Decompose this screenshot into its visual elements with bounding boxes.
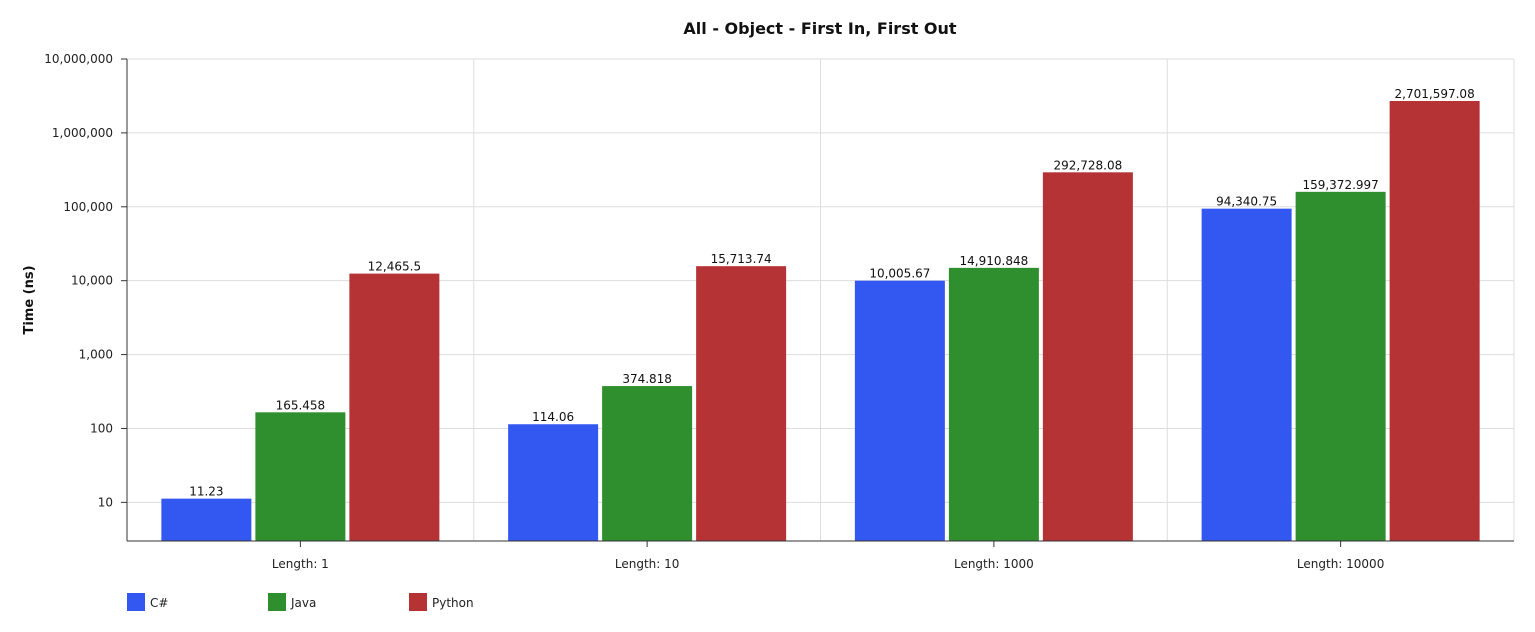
chart-title: All - Object - First In, First Out xyxy=(683,19,957,38)
bar xyxy=(161,498,252,541)
x-tick-label: Length: 10000 xyxy=(1297,557,1384,571)
data-label: 14,910.848 xyxy=(960,254,1029,268)
y-tick-label: 1,000,000 xyxy=(52,126,113,140)
data-label: 10,005.67 xyxy=(869,267,930,281)
y-tick-label: 100 xyxy=(90,421,113,435)
bar xyxy=(1042,172,1133,541)
tick-labels: 10 100 1,000 10,000 100,000 1,000,000 10,000,0… xyxy=(44,52,1384,571)
data-label: 114.06 xyxy=(532,410,574,424)
data-label: 94,340.75 xyxy=(1216,195,1277,209)
bar xyxy=(602,386,693,541)
data-label: 165.458 xyxy=(276,398,326,412)
legend: C# Java Python xyxy=(127,593,474,611)
bar xyxy=(1295,191,1386,541)
data-label: 12,465.5 xyxy=(368,260,421,274)
legend-swatch xyxy=(409,593,427,611)
data-label: 159,372.997 xyxy=(1302,178,1378,192)
data-label: 292,728.08 xyxy=(1054,158,1123,172)
axes xyxy=(121,58,1514,547)
data-labels: 11.23 165.458 12,465.5 114.06 374.818 15,713.… xyxy=(189,87,1475,499)
bar xyxy=(508,424,599,541)
y-tick-label: 1,000 xyxy=(79,348,113,362)
x-tick-label: Length: 10 xyxy=(615,557,680,571)
data-label: 374.818 xyxy=(622,372,672,386)
y-axis-label: Time (ns) xyxy=(22,265,37,334)
x-tick-label: Length: 1 xyxy=(272,557,329,571)
data-label: 11.23 xyxy=(189,485,223,499)
bars xyxy=(161,100,1480,541)
legend-swatch xyxy=(268,593,286,611)
x-tick-label: Length: 1000 xyxy=(954,557,1034,571)
bar xyxy=(255,412,346,541)
bar xyxy=(1389,100,1480,541)
legend-label: Python xyxy=(432,596,474,610)
y-tick-label: 10,000 xyxy=(71,274,113,288)
data-label: 15,713.74 xyxy=(711,252,772,266)
legend-label: Java xyxy=(290,596,316,610)
bar xyxy=(854,280,945,541)
data-label: 2,701,597.08 xyxy=(1395,87,1475,101)
bar xyxy=(696,266,787,541)
y-tick-label: 10,000,000 xyxy=(44,52,113,66)
bar xyxy=(948,267,1039,541)
y-tick-label: 10 xyxy=(98,495,113,509)
y-tick-label: 100,000 xyxy=(63,200,113,214)
legend-swatch xyxy=(127,593,145,611)
bar xyxy=(349,273,440,541)
legend-label: C# xyxy=(150,596,168,610)
bar xyxy=(1201,208,1292,541)
